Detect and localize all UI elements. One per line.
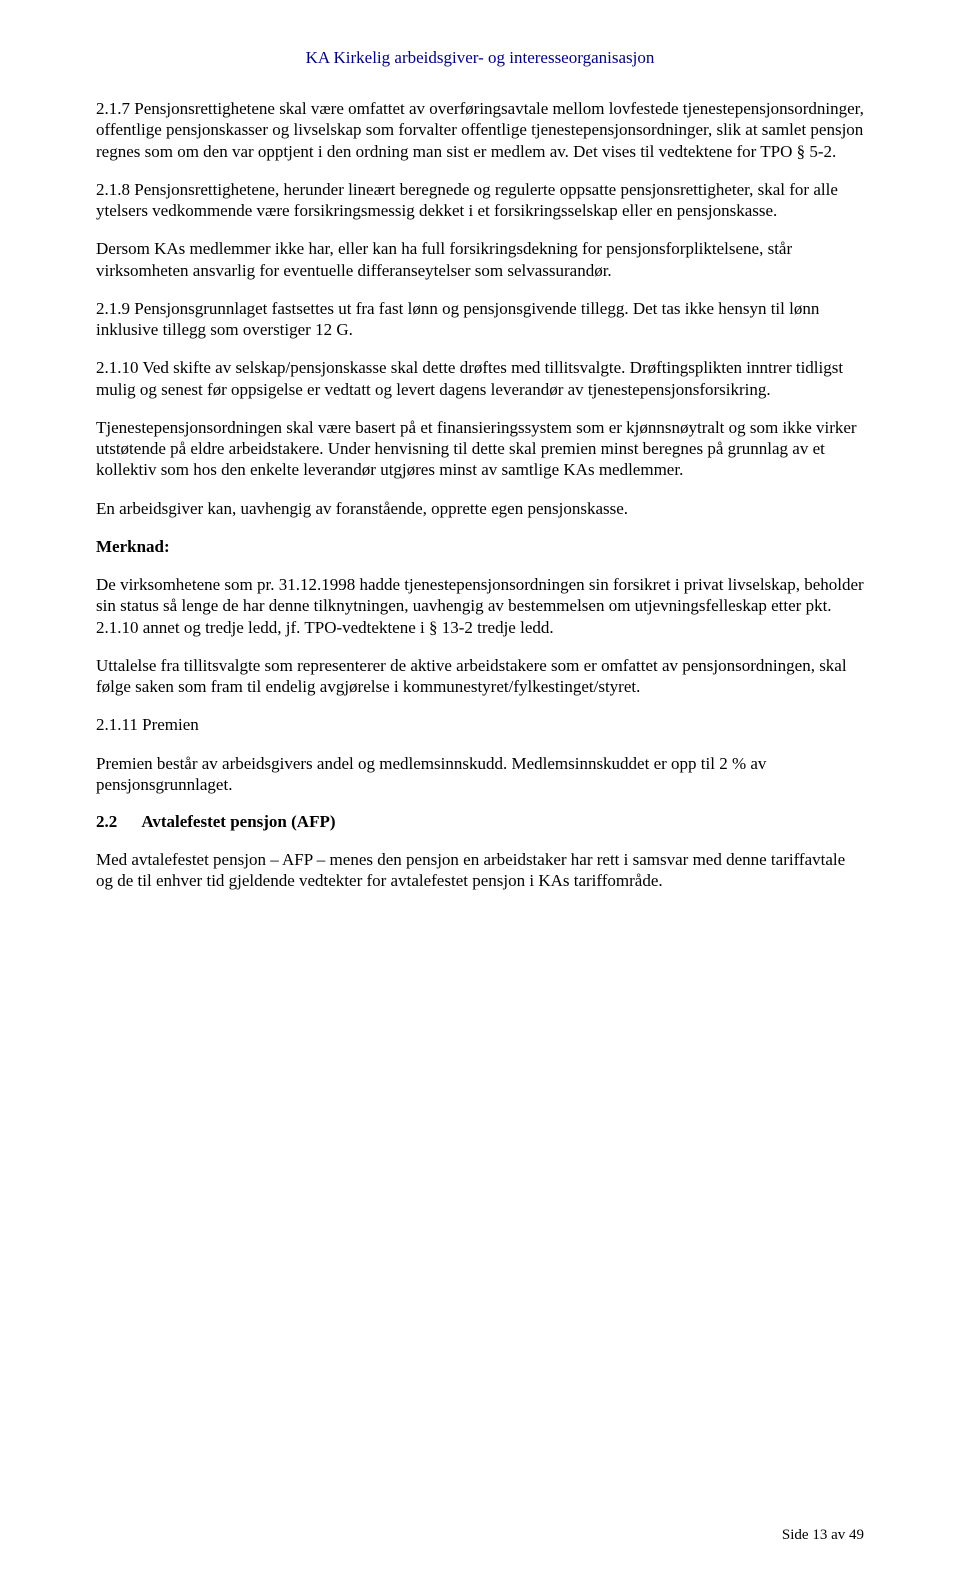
section-2-2-heading: 2.2 Avtalefestet pensjon (AFP): [96, 812, 864, 832]
page-header: KA Kirkelig arbeidsgiver- og interesseor…: [96, 48, 864, 68]
paragraph-2-1-9: 2.1.9 Pensjonsgrunnlaget fastsettes ut f…: [96, 298, 864, 341]
paragraph-2-1-8: 2.1.8 Pensjonsrettighetene, herunder lin…: [96, 179, 864, 222]
paragraph-2-1-10: 2.1.10 Ved skifte av selskap/pensjonskas…: [96, 357, 864, 400]
paragraph-2-1-7: 2.1.7 Pensjonsrettighetene skal være omf…: [96, 98, 864, 162]
page-footer: Side 13 av 49: [782, 1527, 864, 1544]
paragraph-afp: Med avtalefestet pensjon – AFP – menes d…: [96, 849, 864, 892]
paragraph-financing: Tjenestepensjonsordningen skal være base…: [96, 417, 864, 481]
section-title: Avtalefestet pensjon (AFP): [141, 812, 335, 831]
paragraph-premium: Premien består av arbeidsgivers andel og…: [96, 753, 864, 796]
merknad-label: Merknad:: [96, 536, 864, 557]
document-page: KA Kirkelig arbeidsgiver- og interesseor…: [0, 0, 960, 1592]
paragraph-insurance: Dersom KAs medlemmer ikke har, eller kan…: [96, 238, 864, 281]
paragraph-employer: En arbeidsgiver kan, uavhengig av forans…: [96, 498, 864, 519]
paragraph-merknad-1: De virksomhetene som pr. 31.12.1998 hadd…: [96, 574, 864, 638]
paragraph-2-1-11: 2.1.11 Premien: [96, 714, 864, 735]
section-number: 2.2: [96, 812, 138, 832]
paragraph-merknad-2: Uttalelse fra tillitsvalgte som represen…: [96, 655, 864, 698]
